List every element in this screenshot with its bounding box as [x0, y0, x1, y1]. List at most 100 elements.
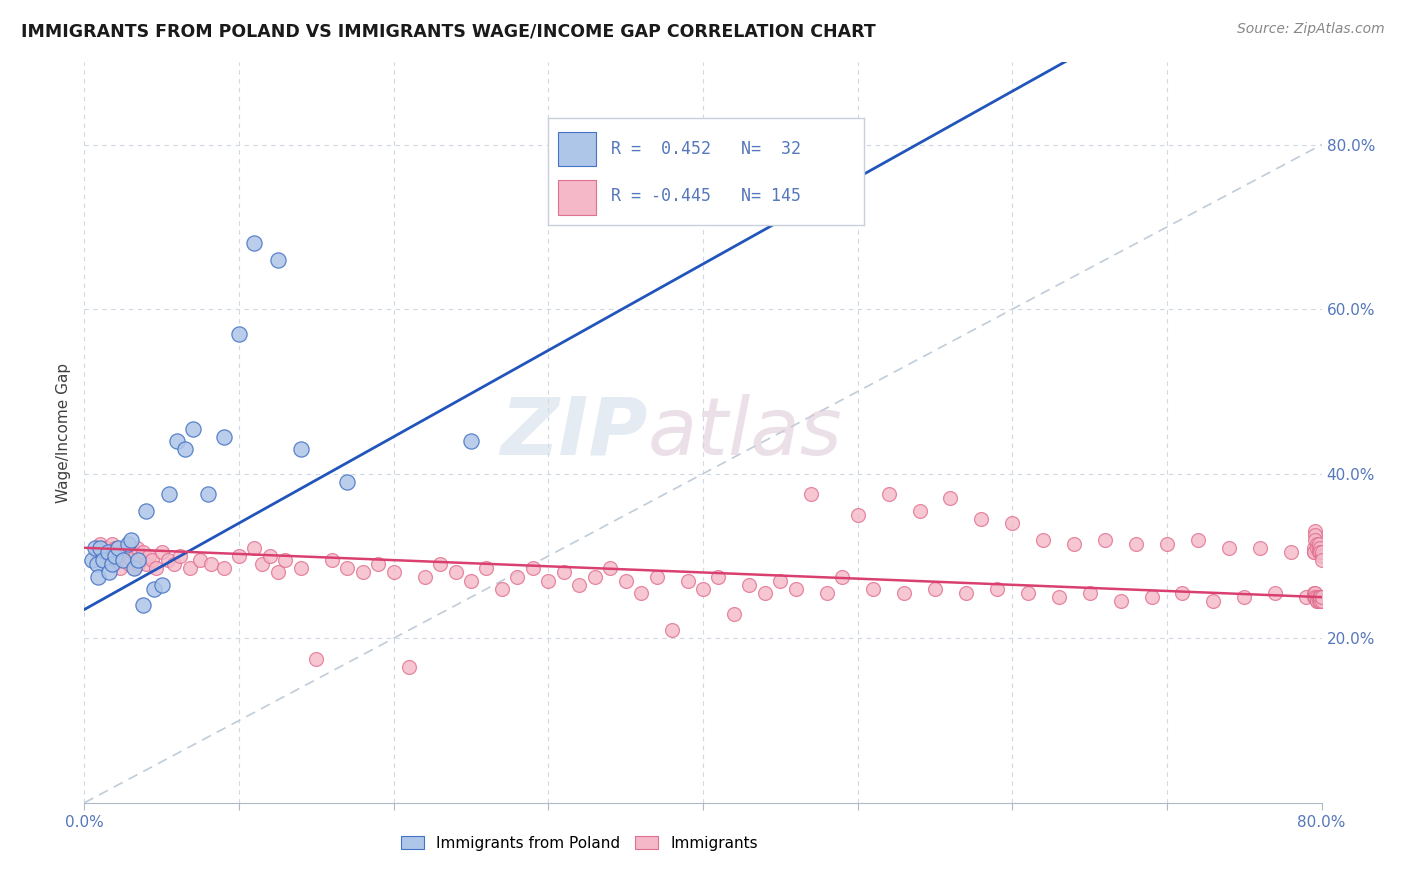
Point — [1310, 590, 1333, 604]
Point — [290, 442, 312, 456]
Point — [1306, 594, 1329, 608]
Point — [163, 558, 186, 572]
Point — [159, 487, 180, 501]
Point — [413, 569, 436, 583]
Point — [141, 553, 163, 567]
Point — [1305, 590, 1327, 604]
Point — [630, 586, 652, 600]
Point — [114, 553, 136, 567]
Point — [150, 578, 173, 592]
Point — [1047, 590, 1070, 604]
Point — [127, 558, 149, 572]
Point — [723, 607, 745, 621]
Point — [970, 512, 993, 526]
Point — [1310, 553, 1333, 567]
Point — [1305, 524, 1327, 539]
Point — [1063, 536, 1085, 550]
Point — [145, 561, 167, 575]
Point — [98, 545, 121, 559]
Point — [228, 549, 250, 563]
Point — [104, 549, 127, 563]
Point — [1264, 586, 1286, 600]
Legend: Immigrants from Poland, Immigrants: Immigrants from Poland, Immigrants — [401, 836, 758, 851]
Point — [124, 549, 146, 563]
Point — [91, 553, 114, 567]
Point — [1233, 590, 1256, 604]
Point — [553, 566, 575, 580]
Point — [754, 586, 776, 600]
Point — [212, 561, 235, 575]
Point — [96, 553, 118, 567]
Point — [460, 574, 482, 588]
Point — [105, 541, 128, 555]
Point — [1308, 594, 1330, 608]
Point — [537, 574, 560, 588]
Point — [89, 541, 111, 555]
Point — [117, 536, 139, 550]
Point — [862, 582, 884, 596]
Point — [1310, 549, 1333, 563]
Point — [1306, 541, 1329, 555]
Point — [143, 582, 166, 596]
Point — [135, 504, 157, 518]
Point — [1109, 594, 1132, 608]
Point — [108, 561, 131, 575]
Point — [122, 561, 145, 575]
Point — [491, 582, 513, 596]
Point — [1308, 541, 1330, 555]
Point — [118, 558, 141, 572]
Point — [382, 566, 405, 580]
Point — [460, 434, 482, 448]
Point — [93, 553, 115, 567]
Point — [212, 430, 235, 444]
Point — [243, 236, 266, 251]
Text: Source: ZipAtlas.com: Source: ZipAtlas.com — [1237, 22, 1385, 37]
Point — [267, 566, 290, 580]
Point — [599, 561, 621, 575]
Point — [129, 553, 152, 567]
Point — [475, 561, 498, 575]
Point — [179, 561, 201, 575]
Point — [84, 541, 107, 555]
Point — [135, 558, 157, 572]
Point — [986, 582, 1008, 596]
Point — [1309, 541, 1331, 555]
Point — [1305, 586, 1327, 600]
Point — [1032, 533, 1054, 547]
Point — [1308, 545, 1330, 559]
Point — [1140, 590, 1163, 604]
Point — [228, 326, 250, 341]
Point — [90, 541, 112, 555]
Point — [82, 553, 104, 567]
Point — [352, 566, 374, 580]
Point — [115, 541, 138, 555]
Point — [1302, 541, 1324, 555]
Point — [1171, 586, 1194, 600]
Point — [444, 566, 467, 580]
Text: atlas: atlas — [647, 393, 842, 472]
Point — [110, 545, 132, 559]
Point — [121, 545, 143, 559]
Point — [122, 561, 145, 575]
Point — [707, 569, 730, 583]
Point — [96, 545, 118, 559]
Point — [846, 508, 869, 522]
Point — [1001, 516, 1024, 530]
Point — [614, 574, 637, 588]
Point — [132, 545, 155, 559]
Point — [104, 549, 127, 563]
Point — [1302, 545, 1324, 559]
Point — [169, 549, 191, 563]
Point — [1302, 545, 1324, 559]
Point — [86, 558, 108, 572]
Point — [107, 541, 129, 555]
Point — [120, 533, 142, 547]
Point — [908, 504, 931, 518]
Point — [100, 549, 122, 563]
Point — [661, 623, 683, 637]
Point — [138, 549, 160, 563]
Point — [1249, 541, 1271, 555]
Point — [955, 586, 977, 600]
Point — [150, 545, 173, 559]
Point — [1305, 533, 1327, 547]
